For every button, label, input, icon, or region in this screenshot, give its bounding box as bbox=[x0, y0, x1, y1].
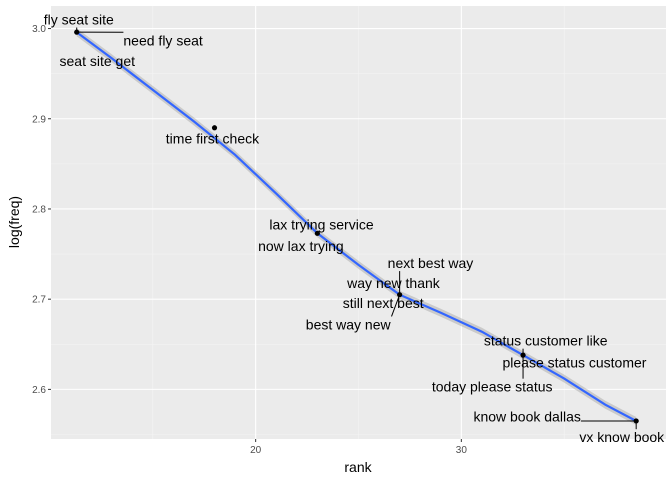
grid-minor bbox=[51, 6, 666, 439]
point-label: still next best bbox=[343, 295, 424, 311]
data-points bbox=[74, 29, 639, 424]
label-leader-line bbox=[391, 294, 401, 317]
point-labels: fly seat site need fly seat seat site get t… bbox=[44, 12, 665, 446]
x-tick-label: 20 bbox=[250, 445, 262, 456]
data-point bbox=[314, 230, 320, 236]
data-point bbox=[211, 125, 218, 131]
point-label: please status customer bbox=[502, 354, 646, 370]
point-label: best way new bbox=[306, 316, 392, 332]
x-axis-title: rank bbox=[344, 459, 372, 475]
grid-major bbox=[51, 6, 666, 439]
point-label: lax trying service bbox=[269, 216, 373, 232]
data-point bbox=[520, 352, 526, 358]
y-axis-title: log(freq) bbox=[6, 196, 22, 248]
y-tick-label: 2.6 bbox=[32, 385, 46, 396]
y-tick-label: 2.7 bbox=[32, 295, 46, 306]
point-label: now lax trying bbox=[258, 238, 344, 254]
point-label: next best way bbox=[388, 255, 474, 271]
data-point bbox=[633, 418, 639, 424]
point-label: status customer like bbox=[484, 333, 608, 349]
smooth-trend-line bbox=[76, 31, 637, 422]
smooth-confidence-ribbon bbox=[76, 28, 637, 425]
x-tick-label: 30 bbox=[456, 445, 468, 456]
y-axis-ticks: 2.6 2.7 2.8 2.9 3.0 bbox=[32, 24, 51, 396]
point-label: fly seat site bbox=[44, 12, 114, 28]
point-label: seat site get bbox=[60, 53, 136, 69]
point-label: today please status bbox=[432, 379, 553, 395]
point-label: time first check bbox=[166, 131, 260, 147]
x-axis-ticks: 20 30 bbox=[250, 439, 467, 456]
y-tick-label: 3.0 bbox=[32, 24, 46, 35]
point-label: vx know book bbox=[579, 429, 665, 445]
data-point bbox=[397, 292, 403, 298]
y-tick-label: 2.8 bbox=[32, 204, 46, 215]
point-label: know book dallas bbox=[473, 408, 580, 424]
y-tick-label: 2.9 bbox=[32, 114, 46, 125]
point-label: need fly seat bbox=[123, 32, 202, 48]
data-point bbox=[74, 29, 80, 35]
point-label: way new thank bbox=[346, 275, 441, 291]
